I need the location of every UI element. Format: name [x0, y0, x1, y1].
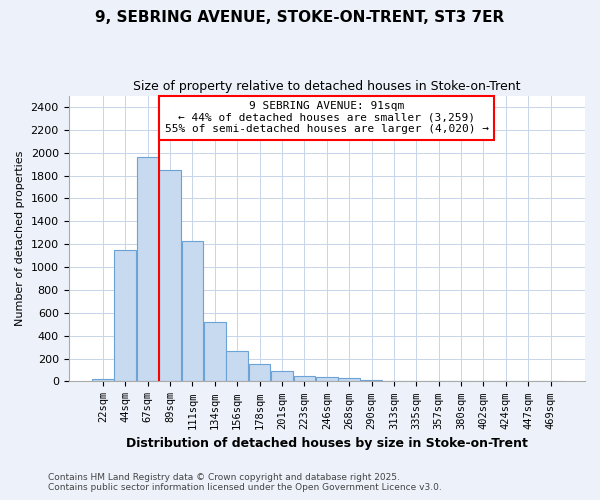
Text: 9 SEBRING AVENUE: 91sqm
← 44% of detached houses are smaller (3,259)
55% of semi: 9 SEBRING AVENUE: 91sqm ← 44% of detache…	[165, 102, 489, 134]
X-axis label: Distribution of detached houses by size in Stoke-on-Trent: Distribution of detached houses by size …	[126, 437, 528, 450]
Text: Contains HM Land Registry data © Crown copyright and database right 2025.: Contains HM Land Registry data © Crown c…	[48, 474, 400, 482]
Bar	[316, 378, 338, 382]
Bar	[137, 158, 158, 382]
Bar	[204, 322, 226, 382]
Bar	[338, 378, 360, 382]
Title: Size of property relative to detached houses in Stoke-on-Trent: Size of property relative to detached ho…	[133, 80, 521, 93]
Bar	[92, 378, 114, 382]
Bar	[226, 350, 248, 382]
Text: Contains public sector information licensed under the Open Government Licence v3: Contains public sector information licen…	[48, 484, 442, 492]
Bar	[271, 371, 293, 382]
Bar	[182, 241, 203, 382]
Text: 9, SEBRING AVENUE, STOKE-ON-TRENT, ST3 7ER: 9, SEBRING AVENUE, STOKE-ON-TRENT, ST3 7…	[95, 10, 505, 25]
Bar	[383, 381, 405, 382]
Bar	[159, 170, 181, 382]
Bar	[249, 364, 271, 382]
Bar	[115, 250, 136, 382]
Bar	[293, 376, 315, 382]
Y-axis label: Number of detached properties: Number of detached properties	[15, 151, 25, 326]
Bar	[361, 380, 382, 382]
